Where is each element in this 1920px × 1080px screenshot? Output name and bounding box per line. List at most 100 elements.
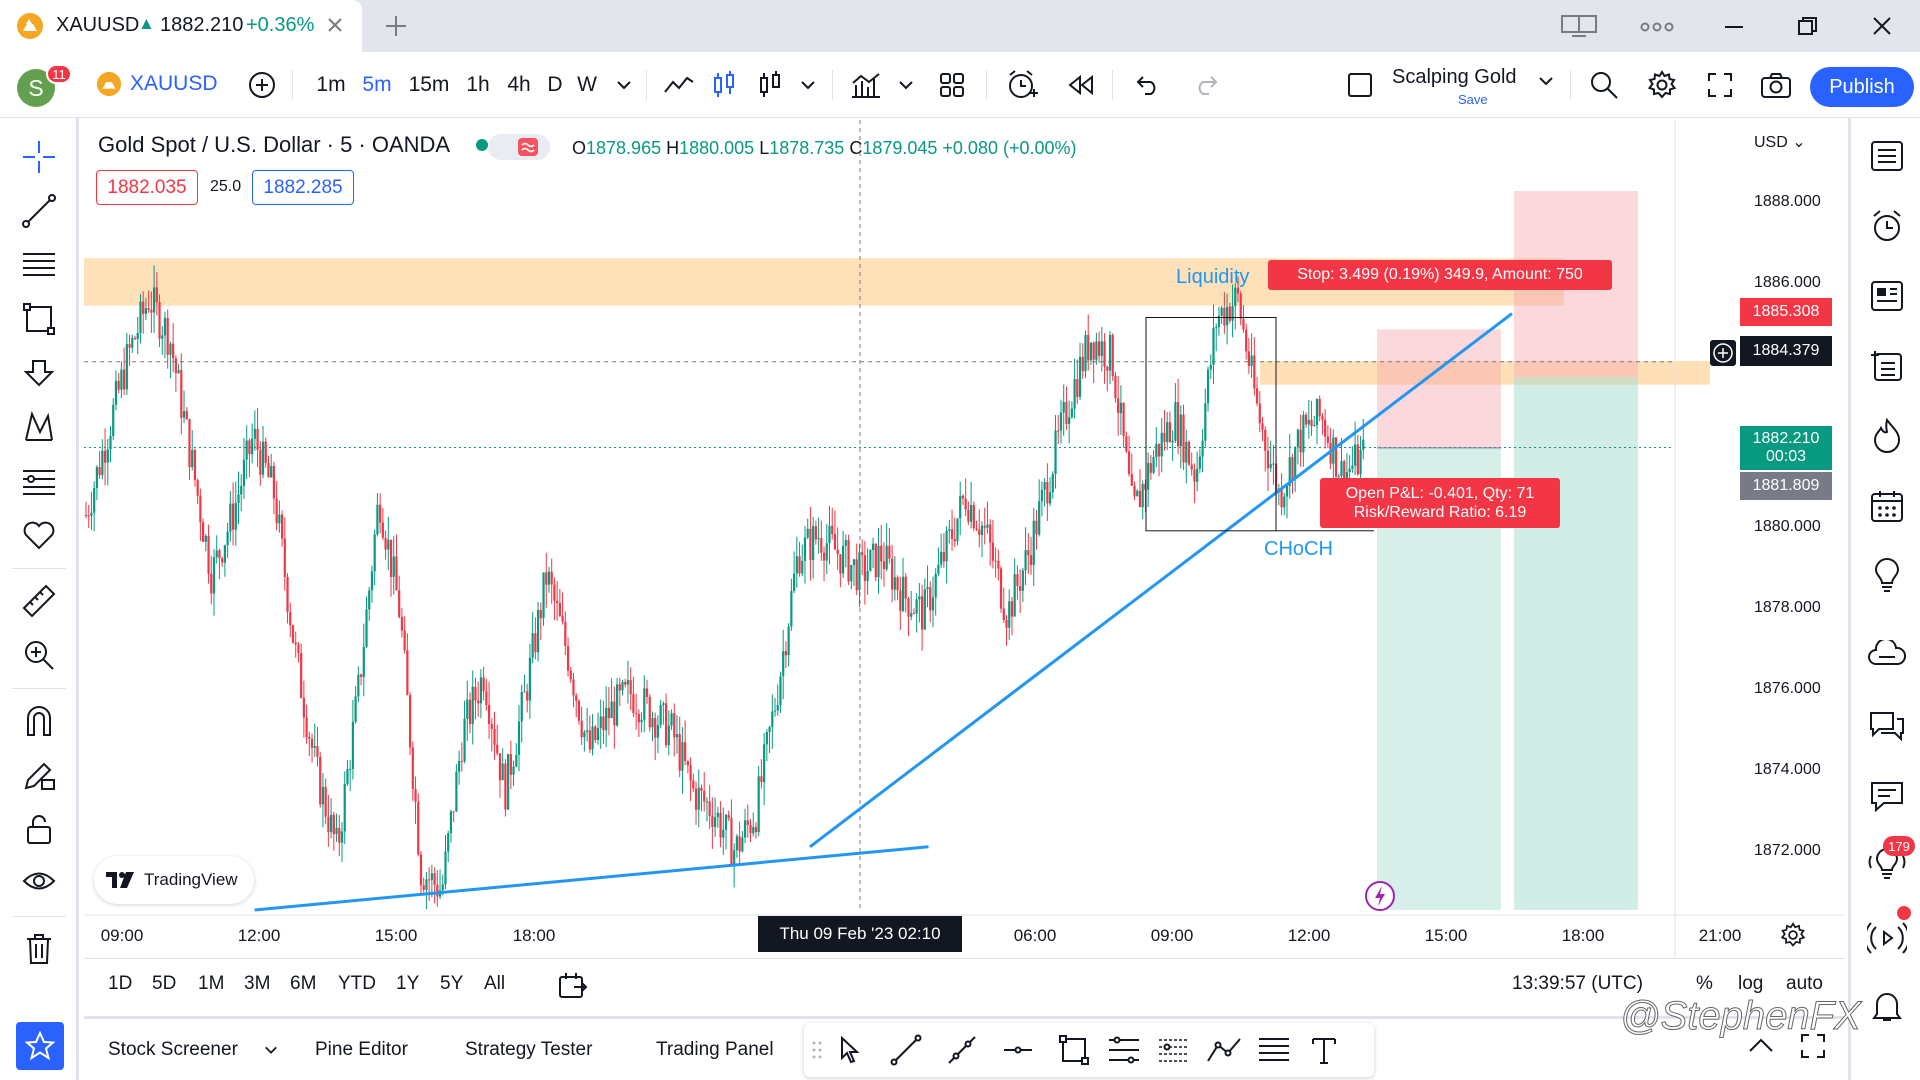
chart-settings-gear-icon[interactable]: [1780, 922, 1806, 948]
interval-1h[interactable]: 1h: [466, 73, 490, 96]
chats-icon[interactable]: [1865, 704, 1909, 748]
buy-price-button[interactable]: 1882.285: [252, 170, 354, 205]
parallel-channel-icon[interactable]: [1106, 1032, 1142, 1068]
log-toggle[interactable]: log: [1738, 973, 1764, 994]
fib-icon[interactable]: [18, 244, 60, 286]
price-chart[interactable]: [84, 120, 1845, 958]
maximize-panel-icon[interactable]: [1800, 1033, 1826, 1059]
tab-stock-screener[interactable]: Stock Screener: [108, 1039, 238, 1060]
interval-d[interactable]: D: [547, 73, 563, 96]
more-icon[interactable]: [1640, 22, 1674, 32]
close-icon[interactable]: [322, 12, 348, 38]
flame-icon[interactable]: [1865, 414, 1909, 458]
calendar-icon[interactable]: [1865, 484, 1909, 528]
redo-icon[interactable]: [1186, 52, 1226, 118]
chevron-down-icon[interactable]: [612, 52, 636, 118]
ray-icon[interactable]: [944, 1032, 980, 1068]
minimize-icon[interactable]: [1722, 14, 1746, 38]
interval-15m[interactable]: 15m: [408, 73, 450, 96]
layout-icon[interactable]: [1560, 14, 1598, 38]
add-list-icon[interactable]: [1865, 344, 1909, 388]
choch-label[interactable]: CHoCH: [1264, 538, 1333, 560]
drag-handle-icon[interactable]: [810, 1032, 824, 1068]
tab-strategy-tester[interactable]: Strategy Tester: [465, 1039, 593, 1060]
range-3m[interactable]: 3M: [244, 973, 271, 994]
bell-icon[interactable]: [1865, 984, 1909, 1028]
add-alert-icon[interactable]: [1710, 340, 1736, 366]
rectangle-icon[interactable]: [1056, 1032, 1092, 1068]
liquidity-label[interactable]: Liquidity: [1176, 266, 1250, 288]
chart-legend[interactable]: Gold Spot / U.S. Dollar · 5 · OANDA: [98, 132, 489, 158]
search-icon[interactable]: [1584, 52, 1624, 118]
pnl-label[interactable]: Open P&L: -0.401, Qty: 71 Risk/Reward Ra…: [1320, 478, 1560, 528]
cursor-icon[interactable]: [832, 1032, 868, 1068]
range-6m[interactable]: 6M: [290, 973, 317, 994]
bars-icon[interactable]: [752, 52, 788, 118]
lock-icon[interactable]: [18, 808, 60, 850]
interval-1m[interactable]: 1m: [316, 73, 346, 96]
streams-icon[interactable]: [1865, 916, 1909, 960]
chevron-down-icon[interactable]: [264, 1045, 278, 1055]
path-icon[interactable]: [1206, 1032, 1242, 1068]
currency-selector[interactable]: USD ⌄: [1754, 134, 1806, 151]
favorites-star-button[interactable]: [16, 1022, 64, 1070]
trend-line-icon[interactable]: [18, 190, 60, 232]
new-tab-icon[interactable]: [383, 13, 409, 39]
percent-toggle[interactable]: %: [1696, 973, 1713, 994]
alarm-clock-icon[interactable]: [1865, 204, 1909, 248]
chat-cloud-icon[interactable]: [1865, 634, 1909, 678]
line-chart-icon[interactable]: [660, 52, 698, 118]
chart-tab[interactable]: XAUUSD ▲ 1882.210 +0.36%: [0, 0, 362, 52]
sell-price-button[interactable]: 1882.035: [96, 170, 198, 205]
legend-toggle[interactable]: [488, 134, 550, 160]
arrow-down-icon[interactable]: [18, 352, 60, 394]
candles-icon[interactable]: [706, 52, 742, 118]
zoom-in-icon[interactable]: [18, 634, 60, 676]
goto-date-icon[interactable]: [558, 971, 588, 999]
symbol-search-button[interactable]: XAUUSD: [96, 71, 218, 97]
close-window-icon[interactable]: [1870, 14, 1894, 38]
crosshair-icon[interactable]: [18, 136, 60, 178]
text-icon[interactable]: [1306, 1032, 1342, 1068]
tab-pine-editor[interactable]: Pine Editor: [315, 1039, 408, 1060]
magnet-icon[interactable]: [18, 700, 60, 742]
range-all[interactable]: All: [484, 973, 506, 994]
trend-line-icon[interactable]: [888, 1032, 924, 1068]
auto-toggle[interactable]: auto: [1786, 973, 1823, 994]
lightbulb-icon[interactable]: [1865, 554, 1909, 598]
camera-icon[interactable]: [1756, 52, 1796, 118]
publish-button[interactable]: Publish: [1810, 67, 1914, 107]
alert-icon[interactable]: [1002, 52, 1042, 118]
indicators-icon[interactable]: [846, 52, 886, 118]
collapse-panel-icon[interactable]: [1748, 1037, 1774, 1053]
horizontal-line-icon[interactable]: [1000, 1032, 1036, 1068]
chart-area[interactable]: Gold Spot / U.S. Dollar · 5 · OANDA O187…: [84, 120, 1845, 958]
layout-checkbox-icon[interactable]: [1342, 52, 1378, 118]
range-5d[interactable]: 5D: [152, 973, 177, 994]
undo-icon[interactable]: [1128, 52, 1168, 118]
interval-w[interactable]: W: [577, 73, 597, 96]
compare-icon[interactable]: [244, 52, 280, 118]
fullscreen-icon[interactable]: [1700, 52, 1740, 118]
range-ytd[interactable]: YTD: [338, 973, 376, 994]
fib-retracement-icon[interactable]: [1256, 1032, 1292, 1068]
range-1d[interactable]: 1D: [108, 973, 133, 994]
regression-icon[interactable]: [1156, 1032, 1192, 1068]
pencil-lock-icon[interactable]: [18, 754, 60, 796]
range-5y[interactable]: 5Y: [440, 973, 464, 994]
comment-icon[interactable]: [1865, 774, 1909, 818]
lightning-icon[interactable]: [1364, 880, 1396, 912]
tradingview-logo[interactable]: TradingView: [94, 856, 254, 904]
interval-5m[interactable]: 5m: [362, 73, 392, 96]
range-1m[interactable]: 1M: [198, 973, 225, 994]
templates-icon[interactable]: [932, 52, 972, 118]
utc-clock[interactable]: 13:39:57 (UTC): [1512, 973, 1643, 994]
range-1y[interactable]: 1Y: [396, 973, 420, 994]
watchlist-icon[interactable]: [1865, 134, 1909, 178]
stop-label[interactable]: Stop: 3.499 (0.19%) 349.9, Amount: 750: [1268, 260, 1612, 290]
ruler-icon[interactable]: [18, 580, 60, 622]
tab-trading-panel[interactable]: Trading Panel: [656, 1039, 774, 1060]
gear-icon[interactable]: [1642, 52, 1682, 118]
forecast-icon[interactable]: [18, 460, 60, 502]
layout-selector[interactable]: Scalping Gold Save: [1392, 62, 1553, 108]
